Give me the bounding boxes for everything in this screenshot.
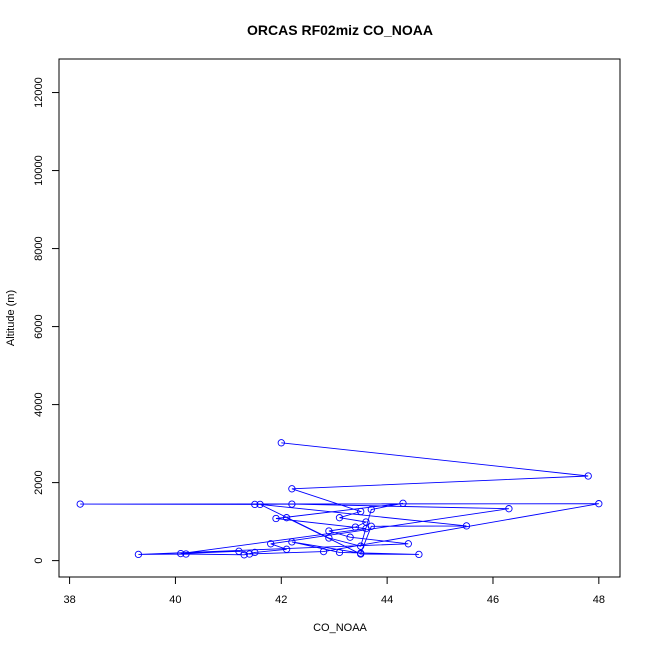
data-point <box>288 485 296 493</box>
x-tick-label: 42 <box>275 594 287 606</box>
y-tick-label: 6000 <box>33 314 45 338</box>
data-point <box>367 522 375 530</box>
data-point <box>319 547 328 556</box>
y-tick-label: 8000 <box>33 236 45 260</box>
data-point <box>240 551 248 559</box>
x-tick-label: 44 <box>381 594 393 606</box>
data-point <box>595 500 603 508</box>
data-point <box>346 533 354 541</box>
y-tick-label: 4000 <box>33 392 45 416</box>
data-point <box>367 505 375 514</box>
data-point <box>282 514 291 522</box>
y-axis-label: Altitude (m) <box>5 290 17 346</box>
y-tick-label: 12000 <box>33 77 45 108</box>
x-axis: 38 40 42 44 46 48 <box>63 577 605 606</box>
data-point <box>282 545 291 553</box>
chart-title: ORCAS RF02miz CO_NOAA <box>247 22 433 38</box>
data-point <box>256 500 264 509</box>
data-point <box>177 549 185 558</box>
y-tick-label: 10000 <box>33 155 45 186</box>
data-point <box>325 534 333 542</box>
data-point <box>251 548 259 557</box>
plot-frame <box>58 58 621 578</box>
data-point <box>245 550 254 558</box>
data-point <box>351 523 360 531</box>
x-tick-label: 40 <box>169 594 181 606</box>
data-point <box>277 439 285 447</box>
data-point <box>399 499 407 507</box>
x-tick-label: 46 <box>487 594 499 606</box>
data-point <box>584 472 592 480</box>
data-point <box>182 550 190 558</box>
series-line <box>80 442 599 556</box>
data-point <box>272 514 280 523</box>
y-tick-label: 2000 <box>33 470 45 494</box>
data-point <box>267 540 275 548</box>
data-point <box>415 550 423 559</box>
data-point <box>335 548 344 557</box>
data-point <box>462 522 471 530</box>
data-point <box>251 500 259 509</box>
data-point <box>134 550 143 559</box>
data-point <box>357 550 365 558</box>
data-point <box>325 527 333 535</box>
data-point <box>404 540 412 548</box>
x-tick-label: 48 <box>593 594 605 606</box>
data-point <box>76 500 84 508</box>
x-axis-label: CO_NOAA <box>313 622 367 634</box>
data-point <box>357 542 365 550</box>
data-point <box>335 514 344 522</box>
data-point <box>505 505 513 513</box>
y-axis: 0 2000 4000 6000 8000 10000 12000 <box>33 77 59 564</box>
series-co-noaa <box>76 439 603 559</box>
x-tick-label: 38 <box>63 594 75 606</box>
data-point <box>235 547 243 555</box>
data-point <box>357 507 365 516</box>
data-point <box>288 500 296 508</box>
y-tick-label: 0 <box>33 558 45 564</box>
data-point <box>288 538 296 546</box>
